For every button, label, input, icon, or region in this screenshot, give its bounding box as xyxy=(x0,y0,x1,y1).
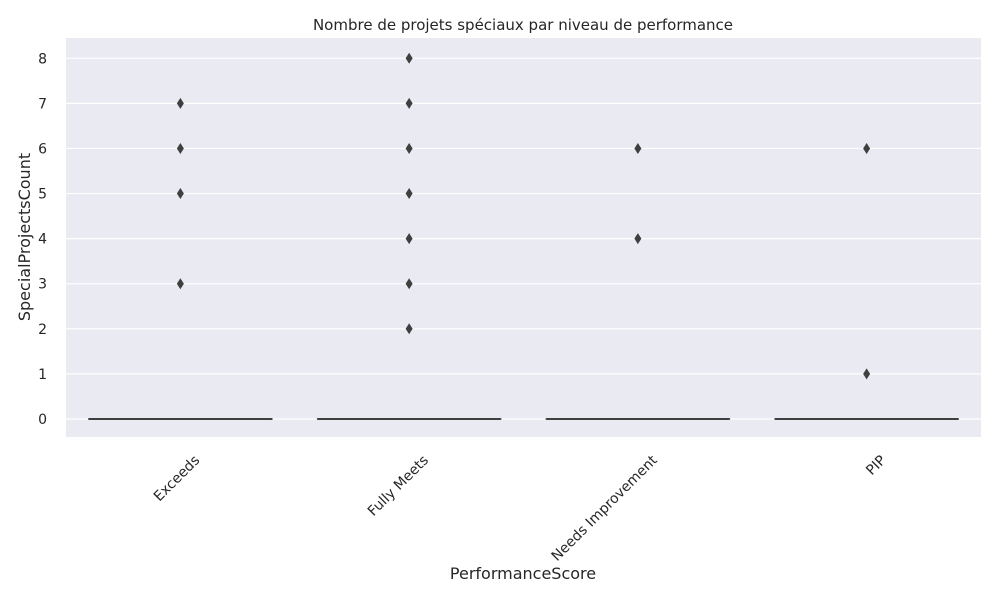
y-tick-label: 7 xyxy=(38,96,47,112)
chart-title: Nombre de projets spéciaux par niveau de… xyxy=(313,16,733,34)
y-tick-label: 0 xyxy=(38,412,47,428)
outlier-point xyxy=(405,323,413,335)
y-axis-ticks: 0 1 2 3 4 5 6 7 8 xyxy=(38,51,47,428)
x-tick-label: Exceeds xyxy=(151,453,203,505)
x-tick-label: PIP xyxy=(863,453,889,479)
outlier-point xyxy=(405,278,413,290)
x-axis-ticks: Exceeds Fully Meets Needs Improvement PIP xyxy=(151,452,890,564)
y-tick-label: 5 xyxy=(38,187,47,203)
y-tick-label: 8 xyxy=(38,51,47,67)
outlier-point xyxy=(405,188,413,200)
outlier-point xyxy=(176,97,184,109)
outlier-point xyxy=(634,233,642,245)
outlier-point xyxy=(863,142,871,154)
outlier-point xyxy=(176,188,184,200)
outlier-point xyxy=(405,233,413,245)
x-tick-label: Needs Improvement xyxy=(549,452,661,564)
outlier-point xyxy=(405,142,413,154)
y-tick-label: 4 xyxy=(38,232,47,248)
y-tick-label: 6 xyxy=(38,141,47,157)
y-axis-label: SpecialProjectsCount xyxy=(15,153,34,321)
y-tick-label: 1 xyxy=(38,367,47,383)
outlier-point xyxy=(405,52,413,64)
y-tick-label: 3 xyxy=(38,277,47,293)
x-tick-label: Fully Meets xyxy=(365,453,432,520)
x-axis-label: PerformanceScore xyxy=(450,564,596,583)
outlier-point xyxy=(863,368,871,380)
outlier-point xyxy=(634,142,642,154)
outlier-point xyxy=(405,97,413,109)
y-tick-label: 2 xyxy=(38,322,47,338)
grid-lines xyxy=(66,57,981,420)
outlier-point xyxy=(176,142,184,154)
outlier-point xyxy=(176,278,184,290)
plot-area xyxy=(66,38,981,437)
outlier-group xyxy=(176,52,871,380)
